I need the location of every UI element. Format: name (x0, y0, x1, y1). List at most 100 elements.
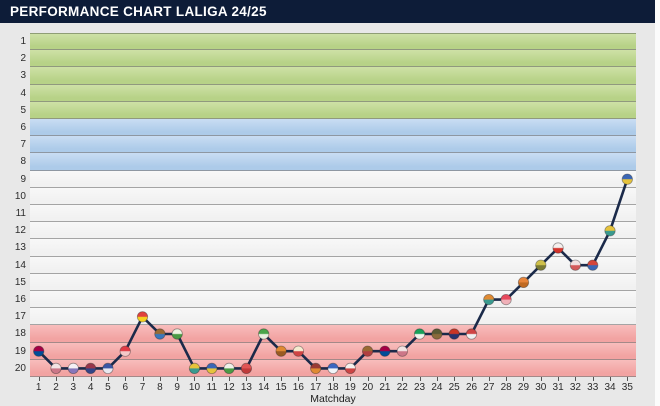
y-axis-label: 11 (15, 208, 26, 219)
crest-icon (587, 259, 599, 271)
tick-mark (281, 377, 283, 381)
x-axis-label: 32 (569, 382, 581, 393)
x-axis-label: 1 (35, 382, 42, 393)
crest-icon (258, 328, 270, 340)
y-axis-label: 20 (14, 362, 26, 374)
page-title: PERFORMANCE CHART LALIGA 24/25 (10, 4, 267, 19)
crest-icon (396, 345, 408, 357)
x-axis-label: 24 (431, 382, 443, 393)
y-axis-label: 2 (20, 53, 26, 65)
x-axis-label: 16 (292, 382, 304, 393)
tick-mark (38, 377, 40, 381)
x-axis-label: 31 (552, 382, 564, 393)
tick-mark (142, 377, 144, 381)
crest-icon (310, 362, 322, 374)
tick-mark (350, 377, 352, 381)
tick-mark (575, 377, 577, 381)
crest-icon (344, 362, 356, 374)
tick-mark (194, 377, 196, 381)
crest-icon (50, 362, 62, 374)
x-axis-label: 14 (258, 382, 270, 393)
crest-icon (154, 328, 166, 340)
tick-mark (402, 377, 404, 381)
zone-band-top-zone-green (30, 101, 636, 119)
crest-icon (361, 345, 374, 357)
crest-icon (379, 345, 391, 357)
tick-mark (159, 377, 161, 381)
zone-band-neutral-zone (30, 256, 636, 274)
zone-band-neutral-zone (30, 170, 636, 188)
tick-mark (125, 377, 127, 381)
x-axis-label: 2 (53, 382, 59, 393)
x-axis-label: 8 (157, 382, 163, 393)
x-axis-label: 29 (517, 382, 530, 393)
zone-band-relegation-zone-red (30, 325, 636, 343)
crest-icon (240, 362, 252, 374)
x-axis-label: 25 (448, 382, 460, 393)
tick-mark (540, 377, 542, 381)
x-axis-label: 13 (240, 382, 252, 393)
x-axis-label: 18 (327, 382, 339, 393)
zone-band-mid-zone-blue (30, 119, 636, 137)
x-axis-label: 35 (621, 382, 633, 393)
crest-icon (136, 311, 149, 323)
zone-band-top-zone-green (30, 50, 636, 68)
tick-mark (523, 377, 525, 381)
zone-band-neutral-zone (30, 187, 636, 205)
y-axis-label: 6 (20, 122, 26, 133)
tick-mark (90, 377, 92, 381)
crest-icon (275, 345, 287, 357)
x-axis-label: 26 (465, 382, 478, 393)
crest-icon (413, 328, 426, 340)
crest-icon (483, 293, 495, 306)
tick-mark (263, 377, 265, 381)
zone-band-mid-zone-blue (30, 153, 636, 171)
x-axis-label: 9 (174, 382, 180, 393)
crest-icon (84, 362, 97, 374)
x-axis: 1 2 3 4 5 6 7 8 9 10 11 12 13 14 15 16 17 18 19 20 21 22 23 24 2… (30, 377, 636, 395)
zone-band-top-zone-green (30, 67, 636, 85)
tick-mark (211, 377, 213, 381)
zone-band-neutral-zone (30, 308, 636, 326)
crest-icon (448, 328, 460, 340)
tick-mark (558, 377, 560, 381)
y-axis: 1 2 3 4 5 6 7 8 9 10 11 12 13 14 15 16 17 18 19 20 (0, 33, 26, 377)
tick-mark (107, 377, 109, 381)
zone-band-neutral-zone (30, 273, 636, 291)
x-axis-label: 28 (500, 382, 512, 393)
zone-band-neutral-zone (30, 291, 636, 309)
tick-mark (384, 377, 386, 381)
x-axis-title: Matchday (310, 393, 356, 405)
x-axis-label: 27 (483, 382, 495, 393)
y-axis-label: 1 (20, 36, 26, 47)
x-axis-label: 20 (362, 382, 374, 393)
x-axis-label: 22 (396, 382, 408, 393)
tick-mark (298, 377, 300, 381)
x-axis-label: 23 (414, 382, 426, 393)
y-axis-label: 4 (20, 87, 26, 99)
x-axis-label: 3 (70, 382, 77, 393)
tick-mark (436, 377, 438, 381)
plot-area (30, 33, 636, 377)
zone-band-mid-zone-blue (30, 136, 636, 154)
crest-icon (171, 328, 183, 340)
tick-mark (55, 377, 57, 381)
tick-mark (627, 377, 629, 381)
tick-mark (246, 377, 248, 381)
crest-icon (188, 362, 201, 374)
x-axis-label: 33 (587, 382, 599, 393)
tick-mark (177, 377, 179, 381)
tick-mark (333, 377, 334, 381)
x-axis-label: 12 (223, 382, 235, 393)
x-axis-label: 30 (535, 382, 547, 393)
y-axis-label: 10 (14, 190, 26, 202)
crest-icon (292, 345, 304, 357)
zone-band-top-zone-green (30, 84, 636, 102)
x-axis-label: 15 (275, 382, 287, 393)
crest-icon (465, 328, 478, 340)
performance-line (37, 178, 629, 370)
tick-mark (471, 377, 473, 381)
right-edge-strip (655, 0, 660, 406)
crest-icon (33, 345, 45, 357)
